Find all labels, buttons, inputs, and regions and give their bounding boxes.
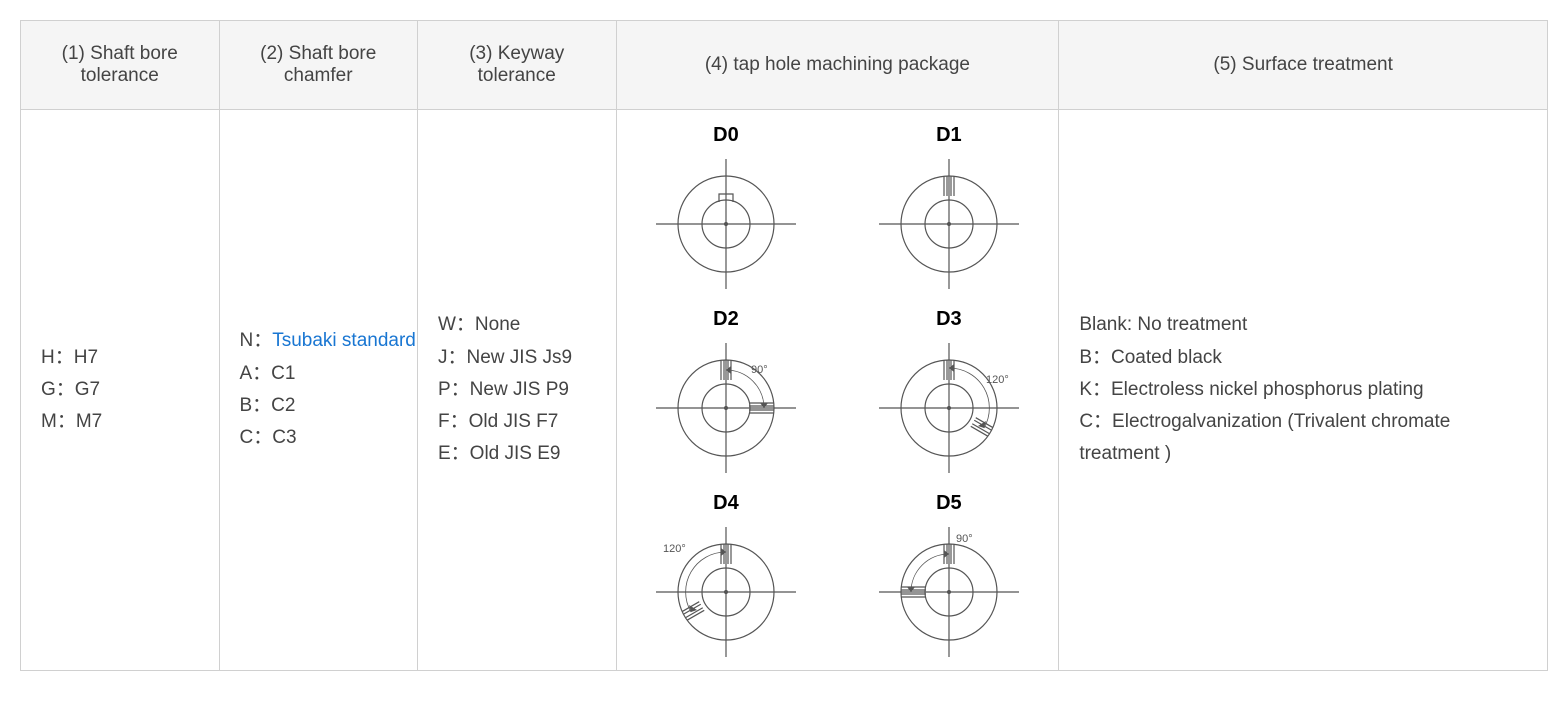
diagram-d4-label: D4 — [713, 486, 739, 520]
diagram-d1-label: D1 — [936, 118, 962, 152]
diagram-d3: D3 — [874, 302, 1024, 478]
opt-n-prefix: N： — [240, 330, 273, 351]
opt-m7: M：M7 — [41, 406, 199, 438]
d2-angle: 90° — [751, 364, 768, 376]
header-3: (3) Keyway tolerance — [418, 21, 617, 110]
diagram-d2: D2 — [651, 302, 801, 478]
opt-n: N：Tsubaki standard — [240, 325, 398, 357]
diagram-d4-svg: 120° — [651, 522, 801, 662]
diagram-d0-label: D0 — [713, 118, 739, 152]
diagram-d1-svg — [874, 154, 1024, 294]
opt-b: B：C2 — [240, 390, 398, 422]
cell-tap-hole: D0 — [616, 110, 1059, 671]
tsubaki-link[interactable]: Tsubaki standard — [272, 330, 416, 351]
header-1: (1) Shaft bore tolerance — [21, 21, 220, 110]
opt-j: J：New JIS Js9 — [438, 342, 596, 374]
diagram-grid: D0 — [625, 118, 1051, 662]
opt-c: C：C3 — [240, 422, 398, 454]
opt-f: F：Old JIS F7 — [438, 406, 596, 438]
diagram-d2-label: D2 — [713, 302, 739, 336]
diagram-d0-svg — [651, 154, 801, 294]
opt-c-surf: C：Electrogalvanization (Trivalent chroma… — [1079, 406, 1527, 471]
d4-angle: 120° — [663, 543, 686, 555]
d3-angle: 120° — [986, 374, 1009, 386]
diagram-d3-label: D3 — [936, 302, 962, 336]
diagram-d4: D4 — [651, 486, 801, 662]
header-2: (2) Shaft bore chamfer — [219, 21, 418, 110]
body-row: H：H7 G：G7 M：M7 N：Tsubaki standard A：C1 B… — [21, 110, 1548, 671]
opt-blank: Blank: No treatment — [1079, 309, 1527, 341]
cell-shaft-bore-chamfer: N：Tsubaki standard A：C1 B：C2 C：C3 — [219, 110, 418, 671]
header-row: (1) Shaft bore tolerance (2) Shaft bore … — [21, 21, 1548, 110]
d5-angle: 90° — [956, 533, 973, 545]
opt-g7: G：G7 — [41, 374, 199, 406]
diagram-d5: D5 — [874, 486, 1024, 662]
opt-k: K：Electroless nickel phosphorus plating — [1079, 374, 1527, 406]
spec-table: (1) Shaft bore tolerance (2) Shaft bore … — [20, 20, 1548, 671]
opt-p: P：New JIS P9 — [438, 374, 596, 406]
opt-black: B：Coated black — [1079, 342, 1527, 374]
diagram-d5-svg: 90° — [874, 522, 1024, 662]
header-5: (5) Surface treatment — [1059, 21, 1548, 110]
diagram-d1: D1 — [874, 118, 1024, 294]
cell-keyway-tolerance: W：None J：New JIS Js9 P：New JIS P9 F：Old … — [418, 110, 617, 671]
opt-e: E：Old JIS E9 — [438, 438, 596, 470]
cell-shaft-bore-tolerance: H：H7 G：G7 M：M7 — [21, 110, 220, 671]
diagram-d5-label: D5 — [936, 486, 962, 520]
diagram-d3-svg: 120° — [874, 338, 1024, 478]
diagram-d0: D0 — [651, 118, 801, 294]
opt-h7: H：H7 — [41, 342, 199, 374]
header-4: (4) tap hole machining package — [616, 21, 1059, 110]
opt-a: A：C1 — [240, 358, 398, 390]
diagram-d2-svg: 90° — [651, 338, 801, 478]
opt-w: W：None — [438, 309, 596, 341]
cell-surface-treatment: Blank: No treatment B：Coated black K：Ele… — [1059, 110, 1548, 671]
